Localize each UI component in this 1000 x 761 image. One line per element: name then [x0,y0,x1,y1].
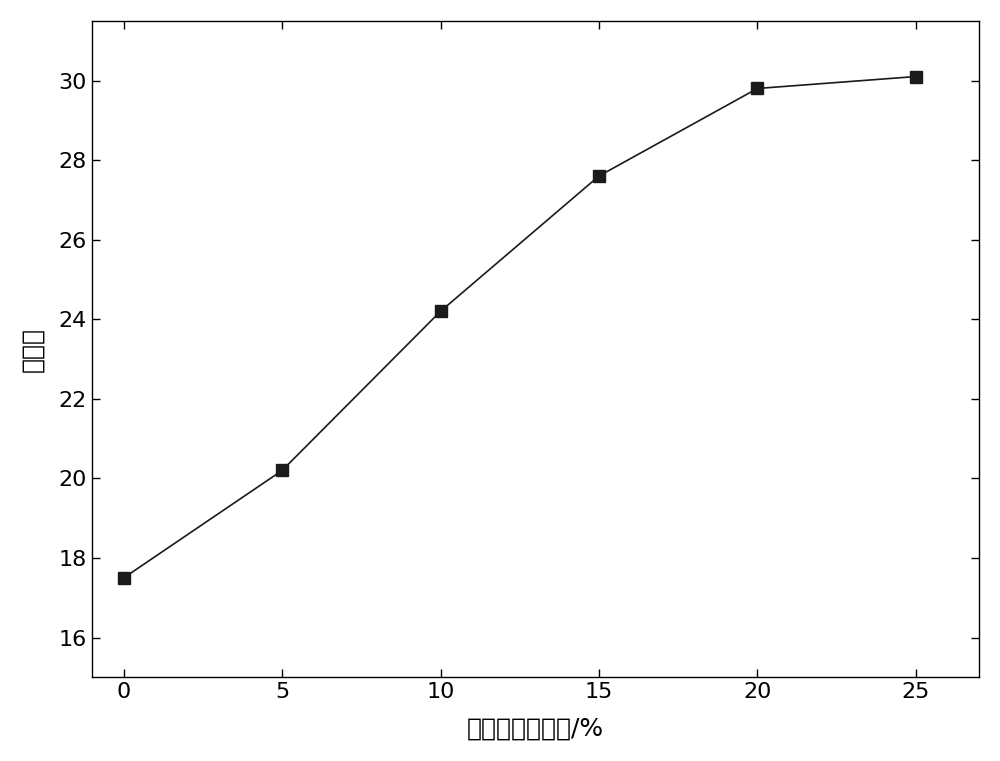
Y-axis label: 氧指数: 氧指数 [21,326,45,371]
X-axis label: 分散相质量分数/%: 分散相质量分数/% [467,716,604,740]
